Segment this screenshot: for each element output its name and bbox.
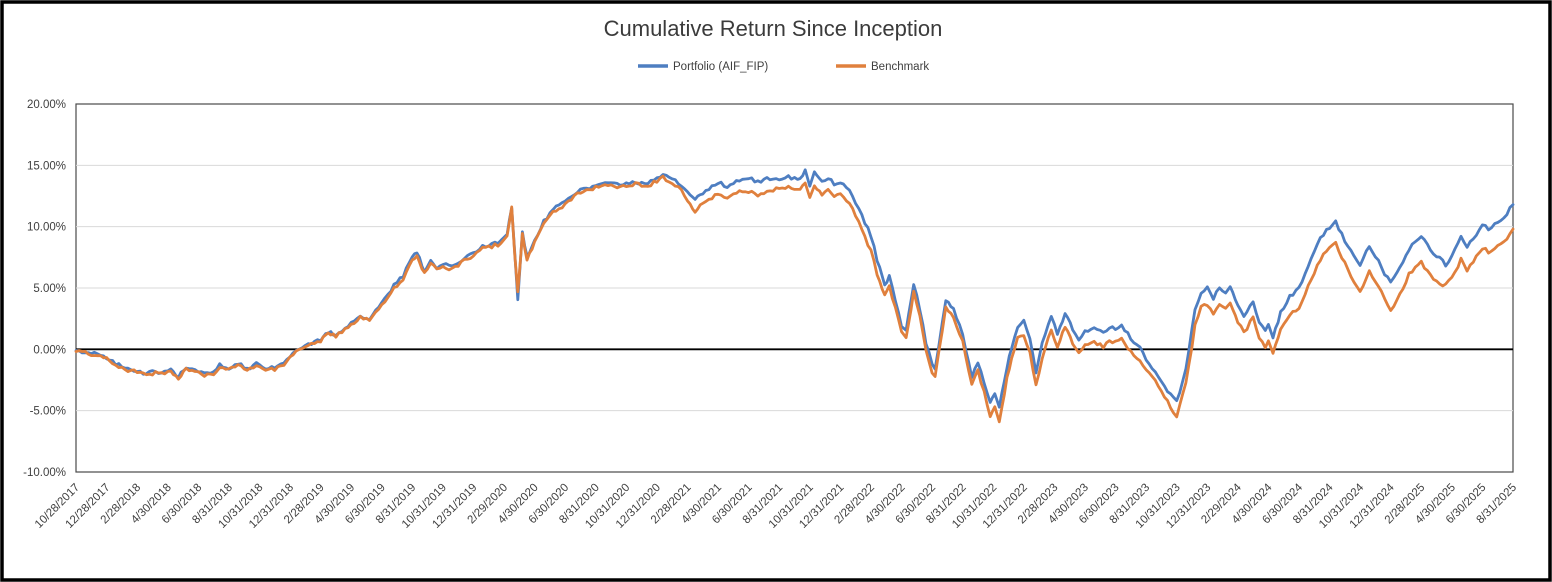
- series-line-benchmark: [74, 174, 1515, 424]
- chart-title: Cumulative Return Since Inception: [604, 16, 943, 41]
- y-axis-label: 15.00%: [27, 160, 66, 172]
- y-axis-label: 5.00%: [33, 283, 66, 295]
- y-axis-label: 10.00%: [27, 222, 66, 234]
- legend-portfolio-label: Portfolio (AIF_FIP): [673, 61, 768, 73]
- y-axis-label: 0.00%: [33, 344, 66, 356]
- plot-area: 20.00% 15.00% 10.00% 5.00% 0.00% -5.00% -10.00…: [23, 99, 1519, 531]
- legend: Portfolio (AIF_FIP) Benchmark: [638, 61, 929, 73]
- y-axis-label: -10.00%: [23, 467, 66, 479]
- series-line-portfolio: [74, 168, 1515, 409]
- y-axis-label: -5.00%: [30, 406, 66, 418]
- legend-benchmark-label: Benchmark: [871, 61, 929, 73]
- y-axis-label: 20.00%: [27, 99, 66, 111]
